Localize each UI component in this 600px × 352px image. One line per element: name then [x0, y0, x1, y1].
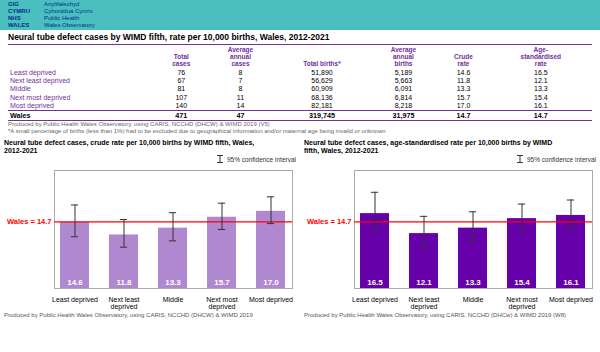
html-text:14.7: 14.7: [456, 111, 471, 121]
html-text:319,745: 319,745: [309, 111, 335, 121]
svg-text:Least deprived: Least deprived: [52, 296, 98, 304]
svg-text:15.4: 15.4: [514, 277, 530, 286]
html-text:Total births*: Total births*: [303, 60, 341, 68]
html-text:140: 140: [175, 101, 188, 109]
html-text:95% confidence interval: 95% confidence interval: [227, 155, 296, 163]
svg-text:15.7: 15.7: [214, 277, 230, 286]
svg-text:Most deprived: Most deprived: [249, 296, 293, 304]
html-text:12.1: 12.1: [534, 76, 548, 84]
svg-text:11.8: 11.8: [116, 277, 132, 286]
svg-text:Most deprived: Most deprived: [549, 296, 593, 304]
html-text:Neural tube defect cases, crud: Neural tube defect cases, crude rate per…: [4, 138, 255, 154]
html-text:6,814: 6,814: [394, 93, 413, 101]
html-text:*A small percentage of births: *A small percentage of births (less than…: [8, 128, 386, 135]
html-text:107: 107: [175, 93, 188, 101]
html-text:31,975: 31,975: [392, 111, 415, 121]
html-text:Crude rate: Crude rate: [454, 53, 473, 68]
html-text:Middle: Middle: [10, 85, 31, 93]
html-text:Neural tube defect cases by WI: Neural tube defect cases by WIMD fifth, …: [8, 32, 330, 42]
html-text:Average annual cases: Average annual cases: [227, 46, 254, 68]
html-text:5,189: 5,189: [394, 68, 413, 76]
html-text:Most deprived: Most deprived: [10, 101, 54, 109]
html-text:8: 8: [238, 68, 243, 76]
svg-text:17.0: 17.0: [263, 277, 279, 286]
html-text:Total cases: Total cases: [172, 53, 191, 68]
svg-text:Least deprived: Least deprived: [352, 296, 398, 304]
svg-text:Middle: Middle: [463, 296, 484, 303]
html-text:Neural tube defect cases, age-: Neural tube defect cases, age-standardis…: [304, 138, 553, 154]
html-text:14.7: 14.7: [533, 111, 548, 121]
html-text:8: 8: [238, 85, 243, 93]
html-text:13.3: 13.3: [456, 85, 471, 93]
html-text:51,890: 51,890: [311, 68, 333, 76]
svg-text:Next mostdeprived: Next mostdeprived: [506, 296, 538, 311]
svg-text:Wales = 14.7: Wales = 14.7: [7, 217, 52, 226]
html-text:95% confidence interval: 95% confidence interval: [527, 155, 596, 163]
svg-text:Middle: Middle: [163, 296, 184, 303]
svg-text:13.3: 13.3: [165, 277, 181, 286]
html-text:Next least deprived: Next least deprived: [10, 76, 70, 84]
html-text:Age- standardised rate: Age- standardised rate: [520, 46, 562, 68]
html-text:16.1: 16.1: [534, 101, 548, 109]
svg-text:16.1: 16.1: [563, 277, 579, 286]
svg-text:Next mostdeprived: Next mostdeprived: [206, 296, 238, 311]
html-text:Produced by Public Health Wale: Produced by Public Health Wales Observat…: [8, 121, 270, 128]
html-text:Produced by Public Health Wale: Produced by Public Health Wales Observat…: [304, 311, 567, 318]
html-text:81: 81: [177, 85, 186, 93]
html-text:14.6: 14.6: [456, 68, 471, 76]
svg-text:Next leastdeprived: Next leastdeprived: [408, 296, 439, 311]
svg-text:13.3: 13.3: [465, 277, 481, 286]
html-text:56,629: 56,629: [311, 76, 333, 84]
html-text:16.5: 16.5: [534, 68, 548, 76]
html-text:Anylifalechyd Cyhorddua Cymru: Anylifalechyd Cyhorddua Cymru Public Hea…: [44, 1, 95, 28]
html-text:7: 7: [238, 76, 243, 84]
svg-text:16.5: 16.5: [367, 277, 383, 286]
html-text:471: 471: [175, 111, 188, 121]
html-text:13.3: 13.3: [534, 85, 548, 93]
html-text:11: 11: [236, 93, 245, 101]
html-text:14: 14: [236, 101, 245, 109]
html-text:47: 47: [236, 111, 245, 121]
html-text:GIG CYMRU NHS WALES: GIG CYMRU NHS WALES: [8, 1, 30, 28]
html-text:Average annual births: Average annual births: [390, 46, 417, 68]
html-text:8,218: 8,218: [394, 101, 413, 109]
html-text:82,181: 82,181: [311, 101, 333, 109]
html-text:15.4: 15.4: [534, 93, 548, 101]
html-text:68,136: 68,136: [311, 93, 333, 101]
html-text:67: 67: [177, 76, 186, 84]
html-text:17.0: 17.0: [456, 101, 471, 109]
svg-text:12.1: 12.1: [416, 277, 432, 286]
svg-text:Wales = 14.7: Wales = 14.7: [307, 217, 352, 226]
svg-text:14.6: 14.6: [67, 277, 83, 286]
svg-text:Next leastdeprived: Next leastdeprived: [108, 296, 139, 311]
html-text:11.8: 11.8: [456, 76, 470, 84]
html-text:60,909: 60,909: [311, 85, 333, 93]
html-text:6,091: 6,091: [394, 85, 413, 93]
html-text:Produced by Public Health Wale: Produced by Public Health Wales Observat…: [4, 311, 253, 318]
html-text:Least deprived: Least deprived: [10, 68, 56, 76]
html-text:Next most deprived: Next most deprived: [10, 93, 71, 101]
html-text:15.7: 15.7: [456, 93, 471, 101]
html-text:Wales: Wales: [10, 111, 31, 121]
html-text:5,663: 5,663: [394, 76, 413, 84]
html-text:76: 76: [177, 68, 186, 76]
